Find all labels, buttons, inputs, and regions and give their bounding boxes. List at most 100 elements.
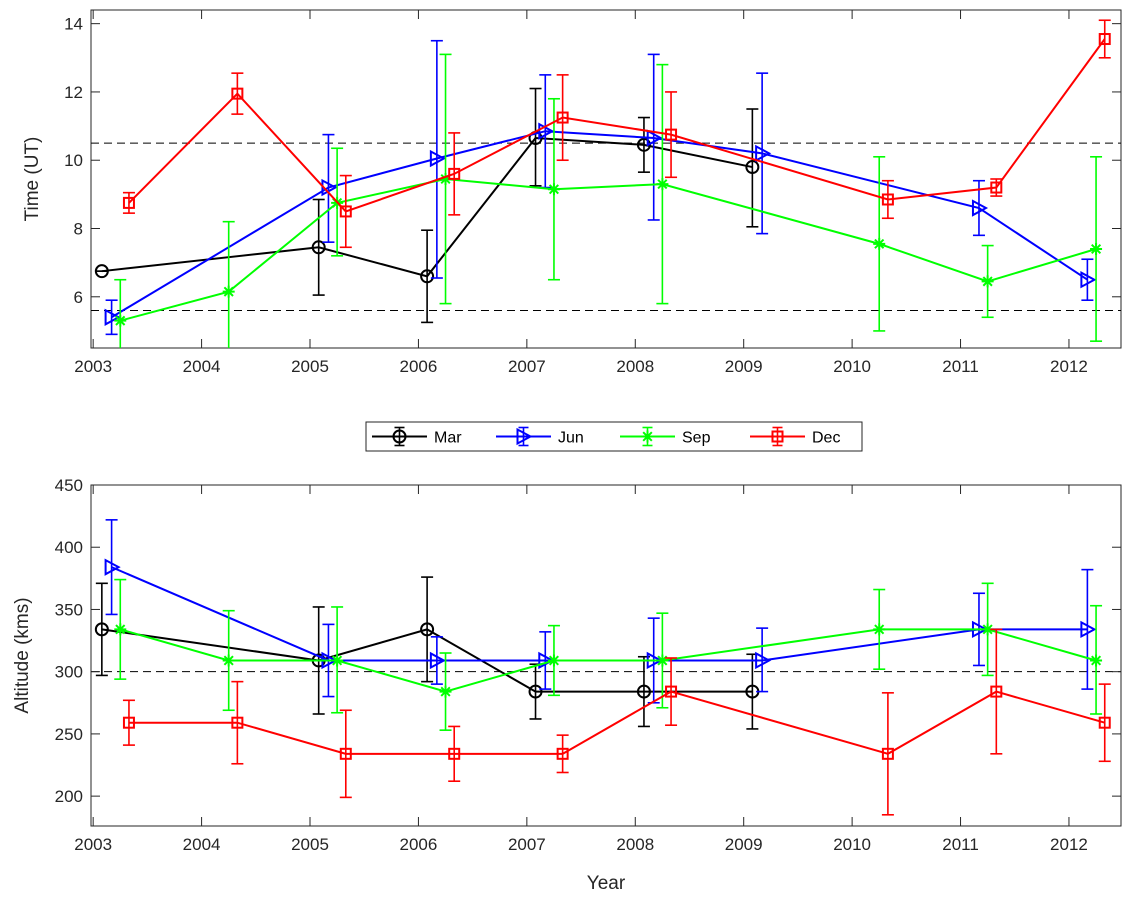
panel-1: 2003 2004 2005 2006 2007 2008 2009 2010 2011 2012…: [22, 9, 1122, 376]
data-point-dec: [122, 716, 135, 729]
data-point-sep: [114, 314, 127, 327]
data-point-sep: [114, 623, 127, 636]
x-tick-label: 2009: [725, 357, 763, 376]
x-tick-label: 2004: [183, 357, 221, 376]
data-point-jun: [1080, 620, 1097, 639]
legend-entry-mar: Mar: [372, 426, 462, 447]
data-point-jun: [755, 144, 772, 163]
data-point-sep: [656, 654, 669, 667]
x-tick-label: 2011: [942, 835, 979, 854]
data-point-dec: [881, 193, 894, 206]
x-tick-label: 2005: [291, 835, 329, 854]
data-point-jun: [429, 651, 446, 670]
data-point-sep: [656, 178, 669, 191]
x-tick-label: 2008: [616, 357, 654, 376]
data-point-sep: [981, 623, 994, 636]
legend-entry-sep: Sep: [620, 426, 711, 447]
data-point-dec: [339, 205, 352, 218]
data-point-dec: [665, 685, 678, 698]
data-point-jun: [104, 308, 121, 326]
x-tick-label: 2011: [942, 357, 979, 376]
data-point-dec: [122, 196, 135, 209]
data-point-dec: [665, 128, 678, 141]
data-point-sep: [222, 285, 235, 298]
y-tick-label: 250: [55, 725, 83, 744]
data-point-dec: [1098, 716, 1111, 729]
data-point-mar: [636, 684, 651, 699]
legend-marker-jun: [516, 427, 533, 446]
series-dec: [122, 19, 1111, 249]
data-point-dec: [231, 87, 244, 100]
x-tick-label: 2006: [400, 357, 438, 376]
data-point-dec: [1098, 33, 1111, 46]
data-point-dec: [881, 747, 894, 760]
data-point-sep: [873, 623, 886, 636]
data-point-jun: [429, 149, 446, 168]
data-point-sep: [222, 654, 235, 667]
legend-entry-dec: Dec: [750, 426, 840, 447]
data-point-sep: [1090, 242, 1103, 255]
series-mar: [94, 576, 760, 730]
series-line-jun: [111, 130, 1088, 319]
x-tick-label: 2012: [1050, 357, 1088, 376]
series-jun: [104, 519, 1097, 704]
y-tick-label: 350: [55, 600, 83, 619]
x-tick-label: 2010: [833, 357, 871, 376]
legend-entry-jun: Jun: [496, 426, 584, 447]
data-point-mar: [528, 684, 543, 699]
data-point-sep: [547, 654, 560, 667]
x-tick-label: 2012: [1050, 835, 1088, 854]
data-point-dec: [231, 716, 244, 729]
data-point-mar: [94, 622, 109, 637]
data-point-jun: [971, 199, 989, 217]
y-axis-label: Time (UT): [22, 137, 43, 222]
series-sep: [114, 578, 1103, 731]
x-tick-label: 2005: [291, 357, 329, 376]
axes-box: [90, 484, 1122, 827]
x-tick-label: 2008: [616, 835, 654, 854]
series-mar: [94, 87, 760, 324]
data-point-jun: [755, 651, 772, 670]
y-tick-label: 14: [64, 15, 83, 34]
data-point-jun: [646, 129, 663, 147]
x-tick-label: 2004: [183, 835, 221, 854]
legend: Mar Jun Sep Dec: [365, 421, 863, 452]
data-point-jun: [104, 558, 121, 576]
data-point-mar: [94, 264, 109, 279]
data-point-jun: [538, 651, 555, 670]
x-axis-label: Year: [587, 873, 626, 894]
x-tick-label: 2003: [74, 835, 112, 854]
legend-marker-dec: [771, 430, 784, 443]
y-tick-label: 8: [74, 220, 83, 239]
data-point-dec: [556, 747, 569, 760]
legend-label-sep: Sep: [682, 430, 711, 447]
data-point-sep: [1090, 654, 1103, 667]
y-tick-label: 10: [64, 151, 83, 170]
y-tick-label: 6: [74, 288, 83, 307]
data-point-sep: [439, 685, 452, 698]
data-point-dec: [448, 747, 461, 760]
series-line-jun: [111, 566, 1088, 662]
data-point-mar: [745, 160, 760, 175]
data-point-sep: [981, 275, 994, 288]
legend-label-mar: Mar: [434, 430, 462, 447]
y-tick-label: 300: [55, 663, 83, 682]
series-sep: [114, 53, 1103, 348]
data-point-dec: [990, 685, 1003, 698]
y-tick-label: 12: [64, 83, 83, 102]
x-tick-label: 2009: [725, 835, 763, 854]
legend-label-dec: Dec: [812, 430, 840, 447]
y-tick-label: 200: [55, 787, 83, 806]
data-point-sep: [439, 173, 452, 185]
data-point-sep: [331, 654, 344, 667]
series-dec: [122, 628, 1111, 816]
data-point-mar: [311, 240, 326, 255]
x-tick-label: 2007: [508, 357, 546, 376]
data-point-mar: [420, 269, 435, 284]
legend-marker-sep: [641, 430, 654, 443]
data-point-dec: [556, 111, 569, 124]
data-point-jun: [538, 122, 555, 140]
x-tick-label: 2006: [400, 835, 438, 854]
axes-box: [90, 9, 1122, 349]
